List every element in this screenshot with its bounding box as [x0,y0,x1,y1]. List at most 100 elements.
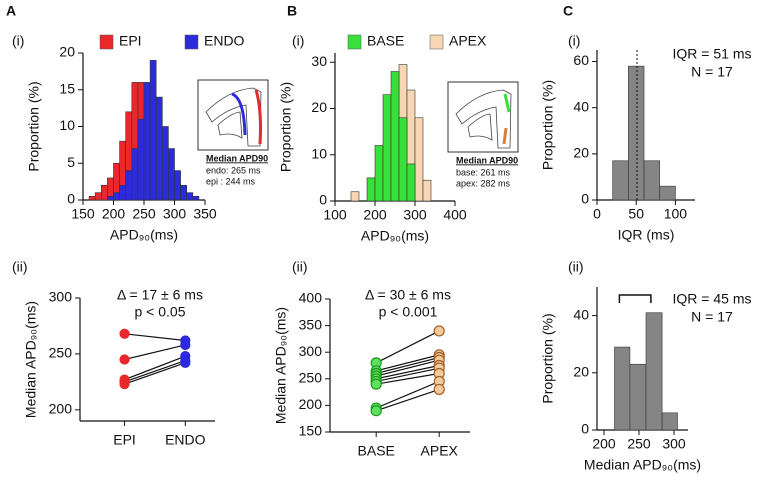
dot [119,328,130,339]
inset-highlight [502,127,508,145]
legend-label: EPI [119,33,142,49]
annotation: Δ = 30 ± 6 ms [365,287,451,303]
y-axis-label: Proportion (%) [540,80,556,170]
bar [374,145,384,202]
y-tick-label: 200 [299,396,323,412]
bar [186,192,194,201]
x-tick-label: 250 [627,436,651,452]
y-tick-label: 60 [573,52,589,68]
x-tick-label: 200 [363,207,387,223]
x-tick-label: 100 [323,207,347,223]
inset-shape [467,113,493,141]
bar [629,363,647,431]
bar [406,163,416,202]
bar [168,148,175,201]
dot [433,383,445,396]
legend-label: ENDO [204,33,245,49]
annotation: IQR = 51 ms [673,46,752,62]
y-axis-label: Median APD₉₀(ms) [273,307,289,424]
pair-line [376,388,440,412]
annotation: N = 17 [691,309,733,325]
pair-line [124,362,186,385]
x-axis-label: APD₉₀(ms) [110,227,178,243]
y-tick-label: 0 [319,192,327,208]
inset-title: Median APD90 [456,155,518,165]
bar [422,179,432,202]
pair-line [124,355,186,381]
y-tick-label: 300 [299,343,323,359]
inset-text: endo: 265 ms [206,165,261,175]
x-tick-label: 0 [593,206,601,222]
dot [119,379,130,390]
annotation: IQR = 45 ms [673,291,752,307]
inset-title: Median APD90 [206,153,268,163]
panel-label: (i) [568,33,580,49]
x-tick-label: 250 [132,206,156,222]
y-tick-label: 10 [311,145,327,161]
dot [180,339,191,351]
panel-letter: C [563,3,573,19]
bar [350,191,360,202]
bar [390,71,400,202]
y-tick-label: 30 [311,53,327,69]
bar [414,117,424,202]
legend-swatch [347,34,362,50]
y-tick-label: 20 [573,364,589,380]
bar [101,185,108,201]
dot [119,354,130,365]
y-axis-label: Proportion (%) [278,82,294,172]
y-tick-label: 350 [299,316,323,332]
bar [659,185,676,201]
y-tick-label: 20 [311,99,327,115]
y-tick-label: 10 [59,117,75,133]
panel-label: (ii) [568,259,584,275]
bar [143,82,151,201]
pair-line [376,356,440,375]
panel-label: (i) [292,33,304,49]
panel-label: (i) [12,33,24,49]
legend-swatch [184,34,199,50]
panel-label: (ii) [292,259,308,275]
inset-highlight [231,92,247,136]
x-tick-label: 300 [662,436,686,452]
x-tick-label: 150 [71,206,95,222]
bar [192,196,200,201]
bar [382,94,392,202]
x-tick-label: 350 [193,206,217,222]
y-tick-label: 400 [299,290,323,306]
bar [645,312,663,431]
y-axis-label: Median APD₉₀(ms) [23,301,39,418]
dot [370,405,382,417]
bar [612,160,629,201]
y-tick-label: 250 [49,345,73,361]
inset-frame [447,81,519,153]
pair-line [124,360,186,383]
bracket [618,294,652,303]
x-tick-label: 50 [628,206,644,222]
pair-line [124,333,186,342]
y-tick-label: 40 [573,306,589,322]
x-tick-label: 400 [443,207,467,223]
pair-line [376,354,440,372]
y-tick-label: 20 [573,145,589,161]
annotation: Δ = 17 ± 6 ms [117,287,203,303]
pair-line [376,372,440,385]
bar [149,60,157,201]
bar [628,65,645,201]
pair-line [376,364,440,380]
bar [661,412,678,431]
annotation: p < 0.001 [379,304,438,320]
bar [131,148,139,201]
bar [614,346,631,431]
x-axis-label: Median APD₉₀(ms) [584,457,701,473]
bar [398,117,408,202]
inset-text: epi : 244 ms [206,176,256,186]
bar [94,192,102,201]
y-tick-label: 300 [49,289,73,305]
inset-text: base: 261 ms [456,167,511,177]
y-tick-label: 20 [59,44,75,60]
pair-line [124,344,186,361]
pair-line [376,359,440,377]
bar [366,177,376,202]
